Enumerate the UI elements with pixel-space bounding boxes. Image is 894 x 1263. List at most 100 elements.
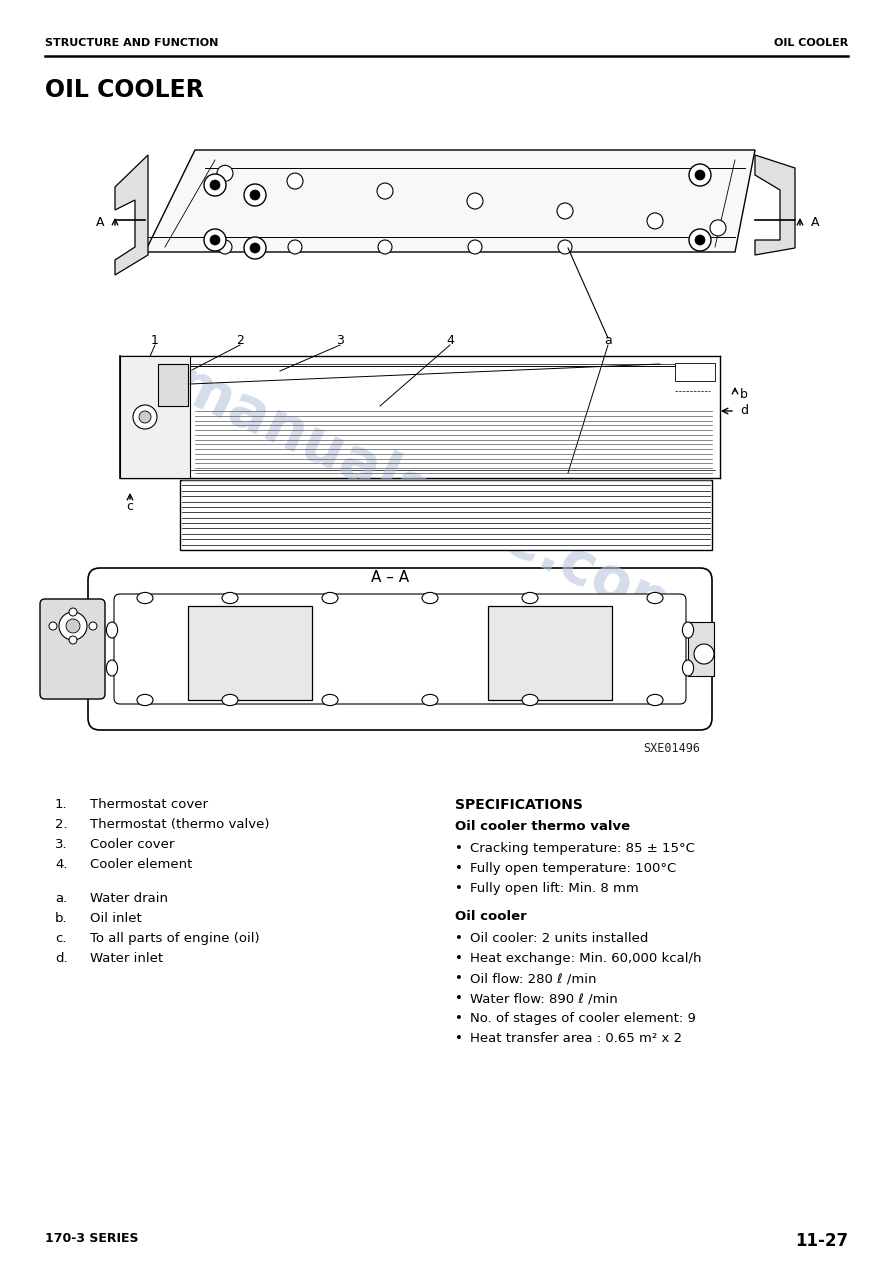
Circle shape — [557, 203, 573, 218]
Text: STRUCTURE AND FUNCTION: STRUCTURE AND FUNCTION — [45, 38, 218, 48]
Text: c: c — [126, 499, 133, 513]
Circle shape — [217, 165, 233, 182]
Text: b.: b. — [55, 912, 68, 925]
Ellipse shape — [682, 661, 694, 676]
Text: a.: a. — [55, 892, 67, 906]
Text: •: • — [455, 1012, 463, 1026]
Text: OIL COOLER: OIL COOLER — [773, 38, 848, 48]
Circle shape — [689, 229, 711, 251]
Text: 4.: 4. — [55, 858, 68, 871]
FancyBboxPatch shape — [180, 480, 712, 549]
Circle shape — [89, 621, 97, 630]
Ellipse shape — [322, 592, 338, 604]
Text: •: • — [455, 882, 463, 895]
Text: d.: d. — [55, 952, 68, 965]
FancyBboxPatch shape — [158, 364, 188, 405]
Ellipse shape — [222, 592, 238, 604]
Text: Heat exchange: Min. 60,000 kcal/h: Heat exchange: Min. 60,000 kcal/h — [470, 952, 702, 965]
FancyBboxPatch shape — [120, 356, 190, 477]
Circle shape — [695, 235, 705, 245]
Text: c.: c. — [55, 932, 66, 945]
Circle shape — [695, 171, 705, 181]
Ellipse shape — [522, 695, 538, 706]
Text: 3: 3 — [336, 333, 344, 346]
Text: A: A — [96, 216, 105, 229]
Text: Oil inlet: Oil inlet — [90, 912, 142, 925]
Ellipse shape — [137, 695, 153, 706]
FancyBboxPatch shape — [188, 606, 312, 700]
Circle shape — [218, 240, 232, 254]
Text: Oil flow: 280 ℓ /min: Oil flow: 280 ℓ /min — [470, 973, 596, 985]
Ellipse shape — [137, 592, 153, 604]
Circle shape — [133, 405, 157, 429]
Text: manualsrive.com: manualsrive.com — [164, 355, 696, 644]
Text: Cooler cover: Cooler cover — [90, 837, 174, 851]
Ellipse shape — [222, 695, 238, 706]
FancyBboxPatch shape — [88, 568, 712, 730]
Circle shape — [689, 164, 711, 186]
Text: Thermostat cover: Thermostat cover — [90, 798, 208, 811]
Text: •: • — [455, 952, 463, 965]
Text: Thermostat (thermo valve): Thermostat (thermo valve) — [90, 818, 269, 831]
Text: •: • — [455, 991, 463, 1005]
Text: Cracking temperature: 85 ± 15°C: Cracking temperature: 85 ± 15°C — [470, 842, 695, 855]
Circle shape — [287, 173, 303, 189]
Text: Cooler element: Cooler element — [90, 858, 192, 871]
FancyBboxPatch shape — [40, 599, 105, 698]
Ellipse shape — [322, 695, 338, 706]
Text: To all parts of engine (oil): To all parts of engine (oil) — [90, 932, 259, 945]
FancyBboxPatch shape — [114, 594, 686, 703]
Circle shape — [69, 637, 77, 644]
Text: A: A — [811, 216, 819, 229]
Text: 3.: 3. — [55, 837, 68, 851]
Ellipse shape — [647, 695, 663, 706]
Text: •: • — [455, 863, 463, 875]
Circle shape — [139, 410, 151, 423]
Circle shape — [204, 229, 226, 251]
Text: Water drain: Water drain — [90, 892, 168, 906]
Text: OIL COOLER: OIL COOLER — [45, 78, 204, 102]
Text: SXE01496: SXE01496 — [643, 741, 700, 755]
Ellipse shape — [522, 592, 538, 604]
Circle shape — [558, 240, 572, 254]
Text: A – A: A – A — [371, 571, 409, 586]
Circle shape — [210, 235, 220, 245]
Ellipse shape — [106, 661, 118, 676]
Circle shape — [204, 174, 226, 196]
Ellipse shape — [106, 621, 118, 638]
Text: Fully open lift: Min. 8 mm: Fully open lift: Min. 8 mm — [470, 882, 638, 895]
Ellipse shape — [422, 592, 438, 604]
Text: 170-3 SERIES: 170-3 SERIES — [45, 1231, 139, 1245]
FancyBboxPatch shape — [675, 362, 715, 381]
Ellipse shape — [682, 621, 694, 638]
Text: •: • — [455, 932, 463, 945]
Circle shape — [694, 644, 714, 664]
Text: 2: 2 — [236, 333, 244, 346]
Polygon shape — [145, 150, 755, 253]
Circle shape — [69, 608, 77, 616]
Text: Oil cooler thermo valve: Oil cooler thermo valve — [455, 820, 630, 834]
Circle shape — [647, 213, 663, 229]
Circle shape — [468, 240, 482, 254]
Circle shape — [244, 184, 266, 206]
Circle shape — [378, 240, 392, 254]
Circle shape — [467, 193, 483, 208]
Text: 11-27: 11-27 — [795, 1231, 848, 1250]
Text: •: • — [455, 1032, 463, 1045]
Text: 1.: 1. — [55, 798, 68, 811]
Ellipse shape — [647, 592, 663, 604]
Text: No. of stages of cooler element: 9: No. of stages of cooler element: 9 — [470, 1012, 696, 1026]
Text: a: a — [604, 333, 611, 346]
Text: 4: 4 — [446, 333, 454, 346]
Circle shape — [59, 613, 87, 640]
Text: •: • — [455, 842, 463, 855]
Text: d: d — [740, 404, 748, 418]
Circle shape — [377, 183, 393, 200]
Text: Water inlet: Water inlet — [90, 952, 163, 965]
Text: SPECIFICATIONS: SPECIFICATIONS — [455, 798, 583, 812]
Circle shape — [288, 240, 302, 254]
Circle shape — [710, 220, 726, 236]
Circle shape — [66, 619, 80, 633]
Text: •: • — [455, 973, 463, 985]
Circle shape — [250, 189, 260, 200]
